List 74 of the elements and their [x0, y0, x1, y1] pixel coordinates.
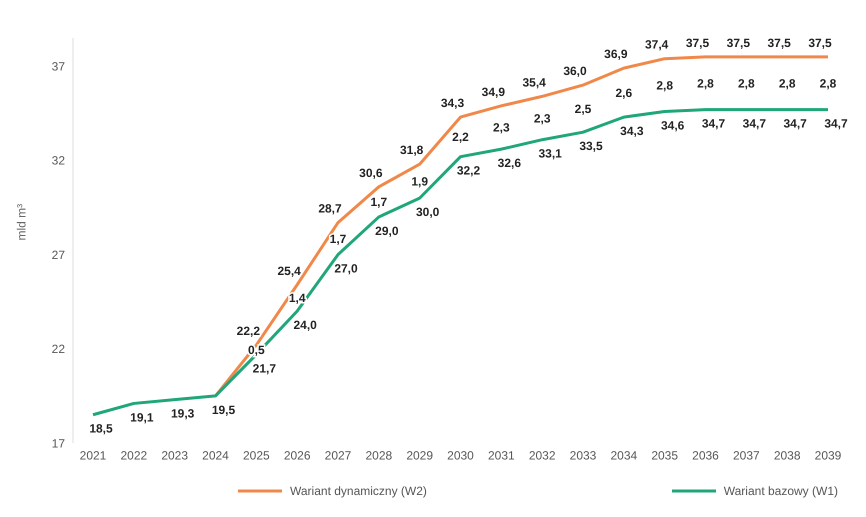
annotation: 2,2	[452, 130, 470, 144]
data-label: 33,5	[579, 139, 603, 154]
data-label: 34,7	[824, 116, 848, 131]
x-tick-label: 2021	[80, 448, 107, 463]
annotation: 2,8	[656, 78, 674, 92]
x-tick-label: 2036	[692, 448, 720, 463]
x-tick-label: 2022	[120, 448, 148, 463]
x-tick-label: 2038	[774, 448, 801, 463]
annotation: 1,9	[411, 174, 428, 188]
x-tick-label: 2026	[284, 448, 311, 463]
data-label: 33,1	[538, 146, 562, 161]
annotation: 2,6	[615, 86, 632, 100]
data-label: 28,7	[318, 202, 342, 216]
data-label: 34,7	[702, 116, 726, 131]
data-label: 34,3	[440, 96, 464, 110]
x-tick-label: 2031	[488, 448, 516, 463]
data-label: 19,5	[212, 402, 236, 417]
annotation: 2,8	[697, 76, 714, 90]
data-label: 27,0	[334, 262, 358, 276]
data-label: 29,0	[375, 224, 399, 238]
data-label: 19,1	[130, 410, 154, 424]
x-tick-label: 2028	[365, 448, 393, 463]
x-tick-label: 2034	[610, 448, 638, 463]
x-tick-label: 2029	[406, 448, 434, 463]
x-tick-label: 2037	[732, 448, 760, 463]
x-tick-label: 2025	[242, 448, 270, 463]
data-label: 34,6	[660, 118, 685, 132]
annotation: 2,8	[778, 76, 796, 90]
annotation: 2,8	[738, 76, 755, 90]
data-label: 34,9	[482, 84, 506, 99]
annotation: 2,3	[534, 111, 551, 126]
x-tick-label: 2032	[528, 448, 556, 463]
x-tick-label: 2039	[814, 448, 842, 463]
annotation: 1,7	[370, 195, 388, 210]
data-label: 35,4	[522, 75, 546, 90]
y-tick-label: 32	[52, 154, 66, 168]
data-label: 37,5	[686, 36, 710, 50]
data-label: 32,2	[456, 164, 480, 178]
data-label: 34,3	[620, 124, 644, 138]
data-label: 34,7	[742, 116, 766, 131]
y-tick-label: 17	[52, 436, 66, 450]
annotation: 2,3	[492, 120, 510, 135]
data-label: 18,5	[89, 422, 113, 436]
x-tick-label: 2035	[651, 448, 678, 463]
data-label: 34,7	[783, 116, 808, 131]
data-label: 37,5	[726, 36, 750, 50]
annotation: 2,8	[820, 76, 837, 90]
legend-label: Wariant dynamiczny (W2)	[290, 484, 427, 498]
y-tick-label: 27	[52, 248, 66, 262]
annotation: 1,7	[330, 232, 347, 246]
x-tick-label: 2023	[161, 448, 188, 463]
data-label: 22,2	[236, 324, 260, 338]
legend-label: Wariant bazowy (W1)	[724, 484, 838, 498]
data-label: 36,0	[563, 64, 587, 78]
data-label: 24,0	[293, 318, 318, 332]
data-label: 37,5	[767, 36, 792, 50]
data-label: 30,0	[416, 205, 440, 220]
x-tick-label: 2030	[447, 448, 474, 463]
y-axis-title: mld m³	[14, 204, 28, 240]
x-tick-label: 2024	[202, 448, 230, 463]
y-tick-label: 37	[52, 60, 66, 74]
data-label: 30,6	[359, 166, 383, 180]
annotation: 2,5	[574, 102, 592, 116]
data-label: 25,4	[277, 264, 302, 278]
data-label: 19,3	[170, 406, 195, 421]
data-label: 31,8	[400, 143, 424, 158]
y-tick-label: 22	[52, 342, 66, 356]
x-tick-label: 2027	[324, 448, 352, 463]
data-label: 36,9	[604, 47, 628, 62]
data-label: 32,6	[498, 156, 522, 170]
data-label: 37,5	[808, 36, 832, 50]
data-label: 37,4	[644, 38, 669, 52]
x-tick-label: 2033	[570, 448, 597, 463]
data-label: 21,7	[252, 361, 276, 376]
